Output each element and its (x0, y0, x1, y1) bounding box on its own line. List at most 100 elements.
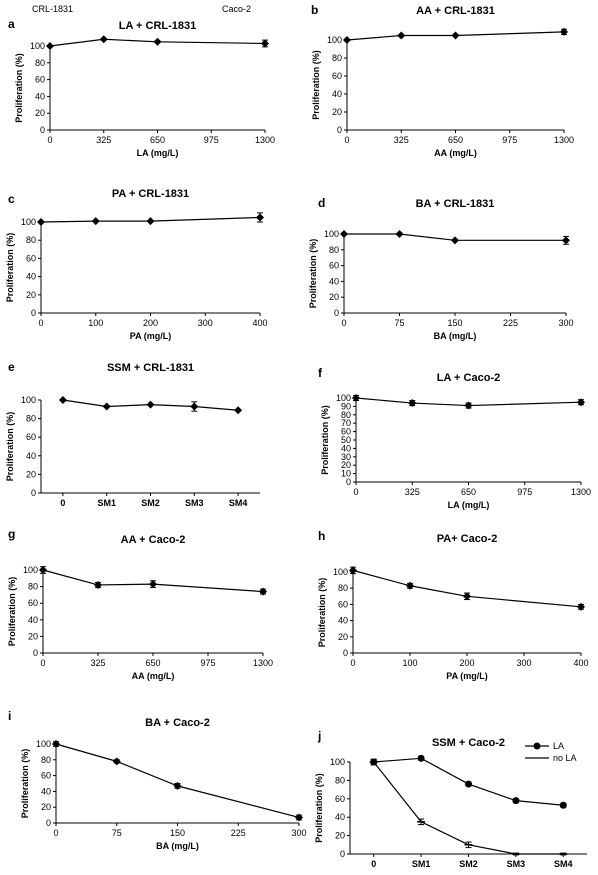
panel-d-series-0-line (344, 233, 566, 241)
panel-j-ytick-label: 100 (330, 757, 345, 767)
panel-e-xtick-label: SM2 (141, 498, 160, 508)
panel-a-ytick-label: 60 (35, 75, 45, 85)
panel-b-xtick-label: 650 (448, 135, 463, 145)
panel-d-ytick-label: 40 (329, 276, 339, 286)
panel-f-ytick-label: 30 (341, 452, 351, 462)
panel-i-series-0-point (295, 813, 303, 822)
panel-f-ytick-label: 80 (341, 410, 351, 420)
panel-a-ylabel: Proliferation (%) (14, 53, 24, 123)
panel-f-series-0-point (577, 398, 585, 407)
panel-h-ytick-label: 80 (338, 583, 348, 593)
panel-i-series-0-point (173, 781, 182, 790)
panel-b-ytick-label: 80 (332, 53, 342, 63)
panel-d-letter: d (318, 196, 325, 210)
panel-f-ytick-label: 100 (336, 393, 351, 403)
panel-b-ytick-label: 60 (332, 71, 342, 81)
panel-i-ytick-label: 60 (41, 771, 51, 781)
panel-g-series-0-point (149, 580, 157, 589)
panel-c-xtick-label: 0 (38, 318, 43, 328)
panel-d-xtick-label: 150 (447, 318, 462, 328)
panel-c-series-0-point (91, 217, 100, 226)
panel-f-ytick-label: 70 (341, 418, 351, 428)
panel-c-title: PA + CRL-1831 (112, 188, 189, 200)
panel-e-ylabel: Proliferation (%) (5, 412, 15, 482)
panel-c-ytick-label: 60 (26, 253, 36, 263)
panel-b-title: AA + CRL-1831 (416, 5, 495, 17)
panel-a-title: LA + CRL-1831 (119, 20, 197, 32)
panel-c-ytick-label: 100 (21, 217, 36, 227)
panel-g-xtick-label: 325 (90, 658, 105, 668)
panel-d-ytick-label: 0 (334, 308, 339, 318)
panel-a-ytick-label: 0 (40, 125, 45, 135)
panel-f-ytick-label: 0 (346, 477, 351, 487)
panel-a-series-0-point (261, 39, 269, 48)
panel-i-letter: i (8, 709, 11, 723)
panel-j-series-0-point (559, 801, 567, 809)
panel-a-xtick-label: 1300 (255, 135, 275, 145)
panel-b-ytick-label: 20 (332, 107, 342, 117)
panel-f-letter: f (318, 366, 323, 380)
header-label-caco2: Caco-2 (222, 4, 252, 14)
panel-i-series-0-point (52, 740, 60, 748)
panel-d-series-0-point (340, 230, 348, 238)
panel-h-ytick-label: 60 (338, 599, 348, 609)
panel-g-series-0-point (259, 587, 267, 596)
panel-e-series-0-point (58, 396, 67, 404)
panel-a-ytick-label: 80 (35, 58, 45, 68)
panel-c-series-0-point (256, 213, 264, 222)
panel-j-xtick-label: SM1 (412, 859, 431, 869)
panel-c-series-0-point (146, 217, 155, 226)
panel-b-series-0-point (397, 31, 406, 40)
panel-g-ytick-label: 80 (28, 582, 38, 592)
panel-c-xtick-label: 100 (88, 318, 103, 328)
panel-i-xtick-label: 75 (112, 828, 122, 838)
panel-d-series-0-point (395, 230, 404, 238)
panel-b-series-0-point (560, 27, 568, 36)
panel-c-ytick-label: 20 (26, 290, 36, 300)
panel-i-ytick-label: 80 (41, 755, 51, 765)
panel-a-xlabel: LA (mg/L) (137, 148, 179, 158)
panel-c-ylabel: Proliferation (%) (5, 233, 15, 303)
panel-e-ytick-label: 100 (21, 395, 36, 405)
panel-a-xtick-label: 325 (96, 135, 111, 145)
panel-g-series-0-line (42, 569, 264, 593)
panel-f-series-0-point (464, 401, 473, 410)
panel-j-title: SSM + Caco-2 (432, 737, 505, 749)
panel-h-xtick-label: 400 (573, 658, 588, 668)
panel-c-xtick-label: 200 (143, 318, 158, 328)
panel-b-xtick-label: 0 (344, 135, 349, 145)
panel-a-letter: a (8, 17, 15, 31)
panel-h-xtick-label: 300 (516, 658, 531, 668)
panel-c-ytick-label: 0 (31, 308, 36, 318)
panel-f-ytick-label: 40 (341, 443, 351, 453)
panel-f-ytick-label: 50 (341, 435, 351, 445)
panel-b-ylabel: Proliferation (%) (311, 50, 321, 120)
panel-e-ytick-label: 40 (26, 451, 36, 461)
panel-f-series-0-point (408, 399, 417, 408)
panel-d-ytick-label: 20 (329, 292, 339, 302)
panel-e-xtick-label: SM3 (185, 498, 204, 508)
panel-h-ylabel: Proliferation (%) (317, 578, 327, 648)
panel-j-ylabel: Proliferation (%) (314, 773, 324, 843)
panel-g-series-0-point (94, 580, 102, 589)
panel-i-xtick-label: 300 (291, 828, 306, 838)
panel-c-xlabel: PA (mg/L) (130, 331, 172, 341)
panel-a-ytick-label: 20 (35, 108, 45, 118)
panel-e-xtick-label: SM4 (229, 498, 248, 508)
panel-g-ytick-label: 40 (28, 615, 38, 625)
panel-e-title: SSM + CRL-1831 (107, 362, 194, 374)
panel-h-series-0-line (352, 569, 582, 608)
panel-f-ylabel: Proliferation (%) (320, 405, 330, 475)
panel-h-ytick-label: 0 (343, 648, 348, 658)
panel-g-xtick-label: 650 (145, 658, 160, 668)
panel-b-xtick-label: 975 (502, 135, 517, 145)
panel-e-xtick-label: 0 (60, 498, 65, 508)
panel-b-ytick-label: 40 (332, 89, 342, 99)
panel-i-ytick-label: 0 (46, 818, 51, 828)
panel-h-xtick-label: 100 (402, 658, 417, 668)
panel-d-xtick-label: 225 (503, 318, 518, 328)
panel-h-ytick-label: 40 (338, 616, 348, 626)
panel-h-xtick-label: 0 (350, 658, 355, 668)
panel-j-xtick-label: SM4 (554, 859, 573, 869)
panel-h-series-0-point (349, 566, 357, 575)
